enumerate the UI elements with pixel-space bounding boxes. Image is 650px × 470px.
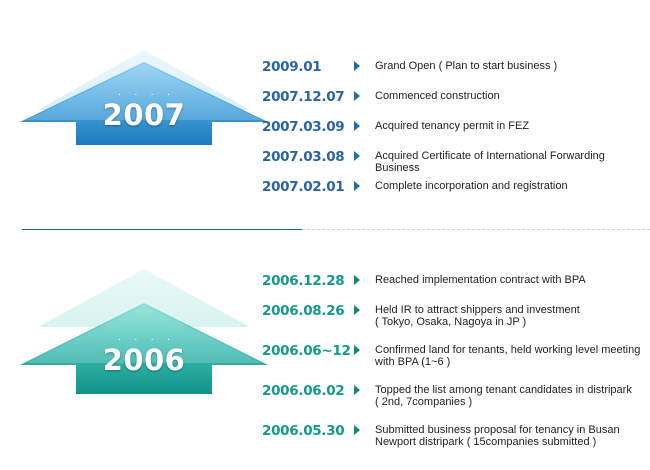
triangle-bullet-icon: [354, 121, 360, 131]
event-date: 2007.02.01: [262, 179, 345, 195]
triangle-bullet-icon: [354, 425, 360, 435]
up-arrow-icon: [20, 50, 268, 145]
timeline-section-2007: ···· 2007 2009.01 Grand Open ( Plan to s…: [0, 0, 650, 225]
event-date: 2007.12.07: [262, 89, 345, 105]
event-date: 2007.03.08: [262, 149, 345, 165]
triangle-bullet-icon: [354, 61, 360, 71]
event-description: Acquired tenancy permit in FEZ: [375, 120, 530, 132]
triangle-bullet-icon: [354, 305, 360, 315]
year-arrow-2006: ···· 2006: [18, 269, 270, 394]
decorative-dots: ····: [117, 334, 184, 345]
event-description: Reached implementation contract with BPA: [375, 274, 586, 286]
triangle-bullet-icon: [354, 275, 360, 285]
timeline-section-2006: ···· 2006 2006.12.28 Reached implementat…: [0, 235, 650, 470]
triangle-bullet-icon: [354, 151, 360, 161]
event-description: Submitted business proposal for tenancy …: [375, 424, 620, 448]
event-description: Grand Open ( Plan to start business ): [375, 60, 558, 72]
event-date: 2006.06.02: [262, 383, 345, 399]
decorative-dots: ····: [117, 89, 184, 100]
event-date: 2006.05.30: [262, 423, 345, 439]
up-arrow-icon: [20, 269, 268, 394]
event-date: 2006.08.26: [262, 303, 345, 319]
event-date: 2007.03.09: [262, 119, 345, 135]
triangle-bullet-icon: [354, 345, 360, 355]
event-description: Acquired Certificate of International Fo…: [375, 150, 605, 174]
triangle-bullet-icon: [354, 385, 360, 395]
triangle-bullet-icon: [354, 91, 360, 101]
year-label: 2007: [102, 98, 186, 132]
event-description: Confirmed land for tenants, held working…: [375, 344, 641, 368]
event-description: Commenced construction: [375, 90, 500, 102]
event-date: 2006.12.28: [262, 273, 345, 289]
event-description: Held IR to attract shippers and investme…: [375, 304, 580, 328]
year-label: 2006: [102, 343, 186, 377]
event-date: 2009.01: [262, 59, 322, 75]
triangle-bullet-icon: [354, 181, 360, 191]
event-description: Topped the list among tenant candidates …: [375, 384, 632, 408]
event-description: Complete incorporation and registration: [375, 180, 568, 192]
year-arrow-2007: ···· 2007: [18, 50, 270, 145]
event-date: 2006.06~12: [262, 343, 351, 359]
